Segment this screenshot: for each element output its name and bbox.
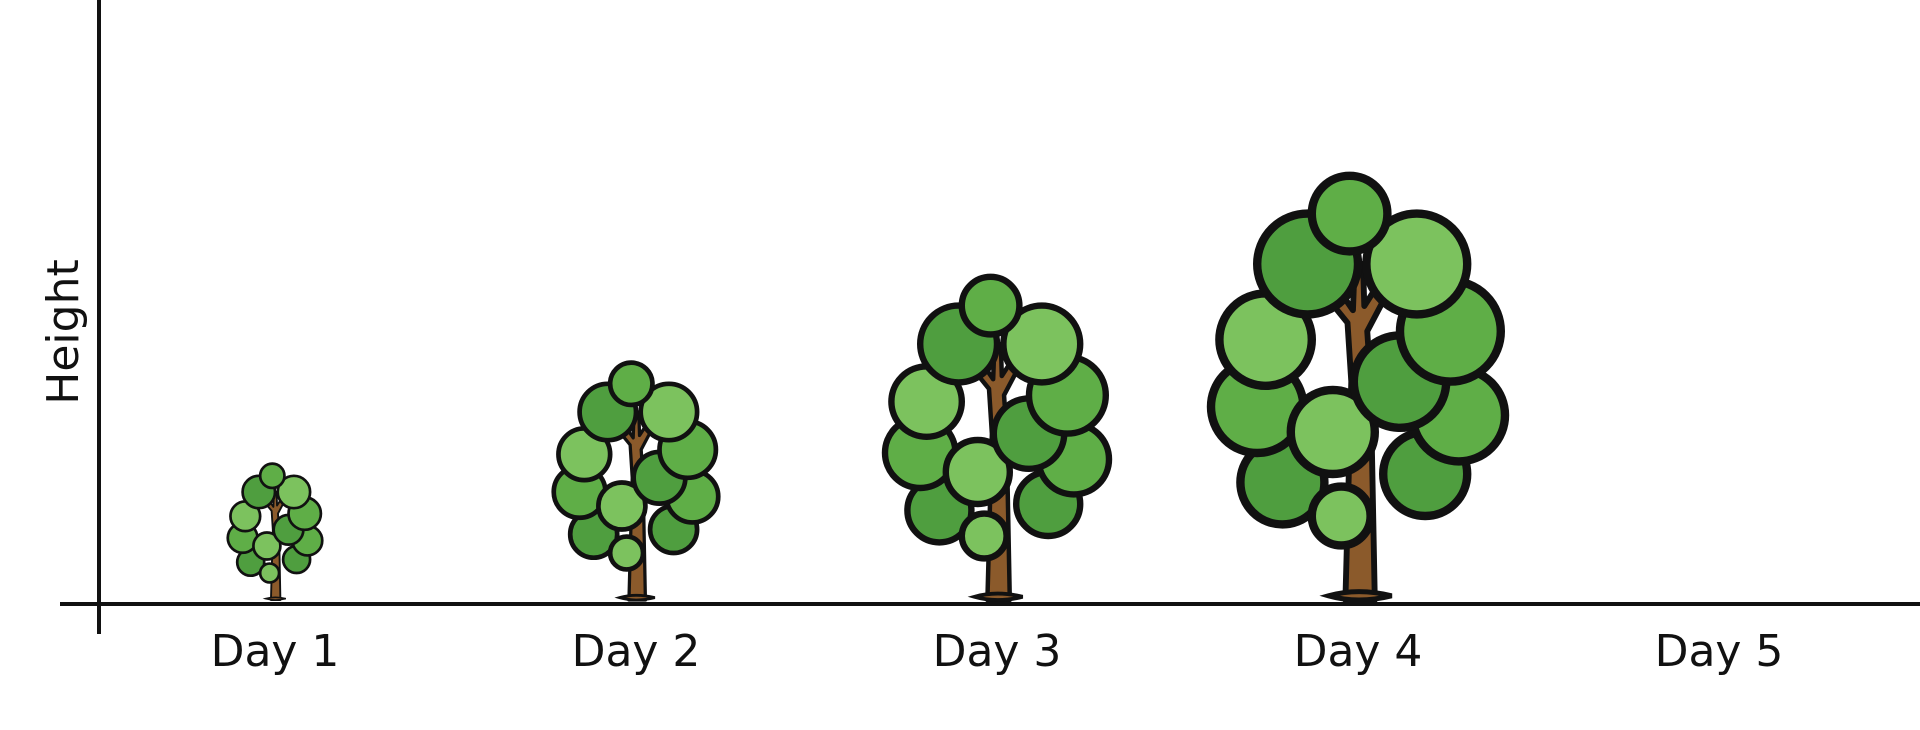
x-tick-label-day-4: Day 4 [1294, 626, 1423, 677]
x-tick-label-day-5: Day 5 [1655, 626, 1784, 677]
trees-layer [226, 176, 1505, 602]
tree-icon-day-2 [554, 363, 719, 600]
y-axis-title: Height [38, 259, 89, 404]
tree-icon-day-4 [1211, 176, 1505, 600]
x-tick-label-day-1: Day 1 [211, 626, 340, 677]
tree-icon-day-3 [885, 277, 1109, 600]
x-tick-label-day-3: Day 3 [933, 626, 1062, 677]
x-tick-label-day-2: Day 2 [572, 626, 701, 677]
tree-icon-day-1 [226, 462, 324, 602]
